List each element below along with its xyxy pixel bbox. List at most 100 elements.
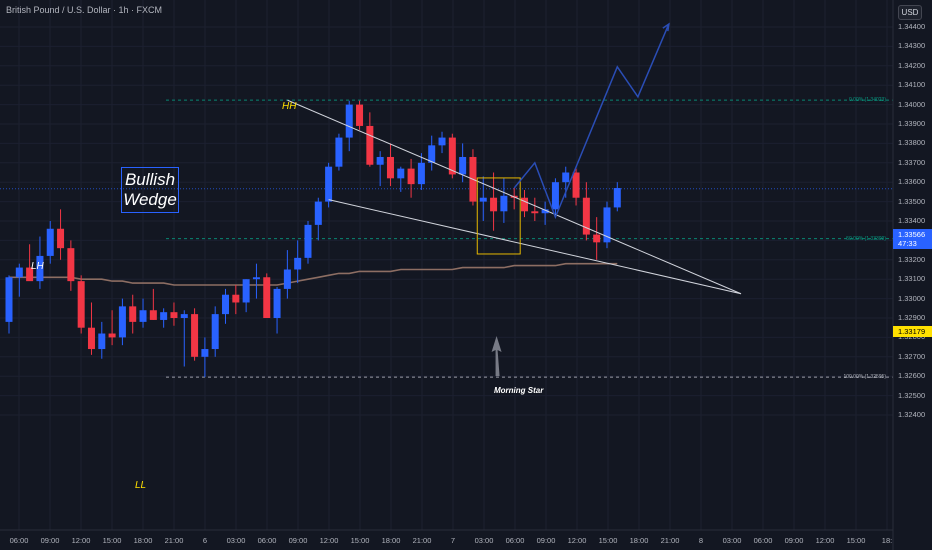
price-tick-label: 1.34100 [898,80,926,90]
candle-body [438,137,446,146]
candle-body [562,172,570,183]
candle-body [490,197,498,212]
candle-body [46,228,54,256]
price-tick-label: 1.33800 [898,138,926,148]
candle-body [459,156,467,175]
price-tick-label: 1.32700 [898,351,926,361]
candle-body [376,156,384,165]
time-tick-label: 12:00 [815,536,835,545]
candle-body [386,156,394,179]
currency-button[interactable]: USD [898,5,922,20]
candle-body [283,269,291,289]
higher-high-label: HH [282,101,297,112]
candle-body [479,197,487,202]
candle-body [191,314,199,357]
candle-body [36,255,44,282]
time-tick-label: 03:00 [226,536,246,545]
time-tick-label: 09:00 [536,536,556,545]
time-tick-label: 06:00 [9,536,29,545]
time-tick-label: 12:00 [71,536,91,545]
candle-body [201,349,209,357]
time-tick-label: 03:00 [722,536,742,545]
candle-body [448,137,456,175]
bar-countdown: 47:33 [898,239,917,248]
candle-body [428,145,436,163]
time-tick-label: 06:00 [753,536,773,545]
candle-body [15,267,23,278]
morning-star-arrow [491,336,502,376]
candle-body [603,207,611,243]
price-tick-label: 1.34300 [898,41,926,51]
candle-body [356,104,364,126]
price-tick-label: 1.33100 [898,274,926,284]
candle-body [57,228,65,249]
candle-body [180,314,188,318]
ma-price-tag: 1.33179 [893,326,932,337]
candle-body [98,333,106,350]
time-tick-label: 06:00 [257,536,277,545]
candle-body [417,162,425,185]
fib-level-label: 50.00% (1.33309) [846,235,886,242]
morning-star-box [476,177,521,255]
bullish-wedge-label: Bullish Wedge [121,167,179,213]
time-tick-label: 21:00 [660,536,680,545]
price-tick-label: 1.32400 [898,410,926,419]
candle-body [263,277,271,318]
price-tick-label: 1.32500 [898,390,926,400]
candle-body [531,211,539,214]
price-tick-label: 1.34000 [898,99,926,109]
candle-body [613,188,621,208]
candle-body [139,310,147,322]
candle-body [77,281,85,328]
candle-body [222,294,230,315]
symbol-title[interactable]: British Pound / U.S. Dollar · 1h · FXCM [6,5,163,15]
candle-body [26,267,34,282]
wedge-upper-line [287,99,742,295]
candle-body [572,172,580,198]
candle-body [211,314,219,350]
candle-body [170,312,178,318]
morning-star-label: Morning Star [494,386,544,395]
time-tick-label: 09:00 [40,536,60,545]
ma-line [9,262,618,286]
price-tick-label: 1.33400 [898,216,926,225]
candle-body [118,306,126,338]
time-tick-label: 15:00 [350,536,370,545]
candle-body [149,310,157,320]
time-tick-label: 21:00 [164,536,184,545]
candle-body [304,224,312,258]
time-tick-label: 18:00 [629,536,649,545]
time-tick-label: 7 [450,536,456,545]
candle-body [325,166,333,202]
candle-body [252,277,260,280]
candle-body [87,327,95,350]
projection-path [513,23,670,220]
price-tick-label: 1.33200 [898,254,926,264]
price-tick-label: 1.34400 [898,22,926,31]
chart-grid [0,0,893,530]
candle-body [242,279,250,303]
candle-body [5,277,13,322]
candle-body [407,168,415,185]
time-tick-label: 15:00 [846,536,866,545]
candle-body [397,168,405,179]
candle-body [541,209,549,214]
candle-body [314,201,322,225]
lower-high-label: LH [31,261,44,272]
price-tick-label: 1.34200 [898,60,926,70]
wedge-lower-line [328,199,742,295]
candle-body [108,333,116,338]
candle-body [67,248,75,282]
current-price-tag: 1.33566 47:33 [893,229,932,249]
time-tick-label: 6 [202,536,208,545]
candle-body [273,288,281,318]
candle-body [582,197,590,235]
candle-body [294,257,302,270]
price-tick-label: 1.33700 [898,157,926,167]
current-price-value: 1.33566 [898,230,926,239]
moving-average [9,262,618,286]
fibonacci-levels [0,99,893,378]
candle-body [551,182,559,210]
time-tick-label: 21:00 [412,536,432,545]
